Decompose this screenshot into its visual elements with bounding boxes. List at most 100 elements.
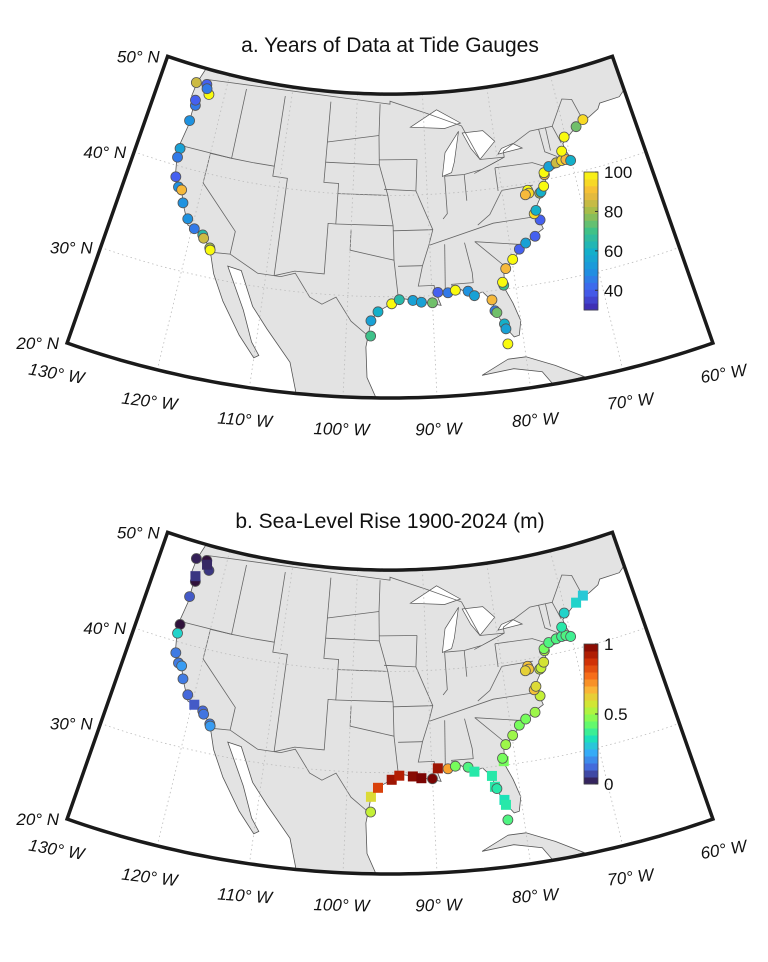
longitude-label: 130° W [27, 360, 87, 388]
longitude-label: 100° W [313, 895, 371, 915]
state-border [429, 215, 539, 246]
latitude-label: 30° N [50, 238, 93, 257]
great-lake [441, 607, 459, 653]
latitude-label: 40° N [83, 619, 126, 638]
station-marker-square [416, 773, 427, 784]
station-marker [176, 184, 188, 196]
station-marker [449, 284, 461, 296]
state-border [327, 611, 380, 619]
latitude-label: 50° N [117, 523, 160, 542]
colorbar-segment [584, 763, 598, 771]
station-marker [198, 232, 210, 244]
state-border [335, 699, 394, 703]
station-marker [204, 244, 216, 256]
state-border [551, 126, 562, 144]
great-lake [461, 130, 496, 161]
station-marker [172, 151, 183, 163]
station-marker [558, 607, 570, 619]
great-lake [441, 131, 459, 177]
station-marker [500, 323, 512, 335]
state-border [378, 580, 399, 776]
longitude-label: 80° W [511, 885, 561, 907]
station-marker [469, 290, 480, 302]
state-border [474, 241, 507, 268]
colorbar-segment [584, 672, 598, 680]
station-marker-square [190, 571, 201, 582]
station-marker [184, 115, 195, 127]
colorbar-segment [584, 220, 598, 228]
colorbar-segment [584, 172, 598, 180]
colorbar-segment [584, 770, 598, 778]
latitude-gridline [133, 627, 647, 672]
cuba-island [481, 356, 586, 386]
station-marker [577, 114, 589, 125]
colorbar-tick-label: 1 [604, 635, 613, 654]
colorbar-tick-label: 60 [604, 242, 623, 261]
state-border [415, 159, 436, 294]
state-border [393, 229, 433, 232]
longitude-label: 120° W [121, 389, 181, 415]
station-marker [177, 197, 189, 209]
station-marker [497, 752, 508, 764]
latitude-gridline [133, 151, 647, 196]
great-lake [461, 606, 496, 637]
state-border [335, 223, 394, 227]
longitude-gridline [156, 550, 231, 846]
station-marker [538, 180, 550, 192]
longitude-gridline [422, 569, 438, 873]
colorbar-segment [584, 686, 598, 694]
station-marker-square [386, 774, 397, 785]
state-border [327, 135, 380, 143]
longitude-label: 100° W [313, 419, 371, 439]
station-marker [491, 307, 503, 318]
colorbar-tick-label: 0 [604, 775, 613, 794]
state-border [494, 643, 499, 667]
colorbar-segment [584, 658, 598, 666]
longitude-gridline [549, 74, 624, 370]
state-border [393, 705, 433, 708]
station-marker [190, 94, 201, 106]
station-marker [184, 591, 195, 603]
station-marker [170, 647, 182, 659]
colorbar-segment [584, 289, 598, 297]
station-marker [500, 263, 512, 274]
colorbar-segment [584, 199, 598, 207]
station-marker [491, 783, 503, 794]
state-border [494, 167, 499, 191]
colorbar-tick-label: 0.5 [604, 705, 628, 724]
colorbar-segment [584, 282, 598, 290]
cuba-island [481, 832, 586, 862]
station-marker [204, 720, 216, 732]
state-border [349, 229, 395, 261]
station-marker [201, 83, 213, 95]
colorbar-segment [584, 268, 598, 276]
colorbar-segment [584, 247, 598, 256]
state-border [208, 79, 584, 160]
state-border [349, 705, 395, 737]
state-border [210, 727, 371, 815]
station-marker [565, 631, 577, 642]
great-lake [474, 632, 505, 650]
station-marker [182, 213, 194, 225]
state-border [325, 637, 380, 642]
station-marker [502, 814, 514, 826]
colorbar-segment [584, 749, 598, 757]
state-border [202, 564, 247, 731]
longitude-label: 70° W [606, 389, 656, 414]
state-border [474, 717, 518, 721]
station-marker-square [469, 766, 480, 777]
station-marker-square [407, 771, 418, 782]
state-border [208, 555, 584, 636]
colorbar-segment [584, 728, 598, 736]
state-border [444, 645, 482, 653]
station-marker [415, 296, 427, 308]
latitude-label: 30° N [50, 714, 93, 733]
colorbar-segment [584, 234, 598, 242]
station-marker [556, 145, 568, 157]
state-border [325, 161, 380, 166]
colorbar-segment [584, 679, 598, 687]
state-border [415, 635, 436, 770]
map-panel-b: b. Sea-Level Rise 1900-2024 (m) 20° N 30° … [15, 510, 750, 916]
colorbar-tick-label: 80 [604, 202, 623, 221]
